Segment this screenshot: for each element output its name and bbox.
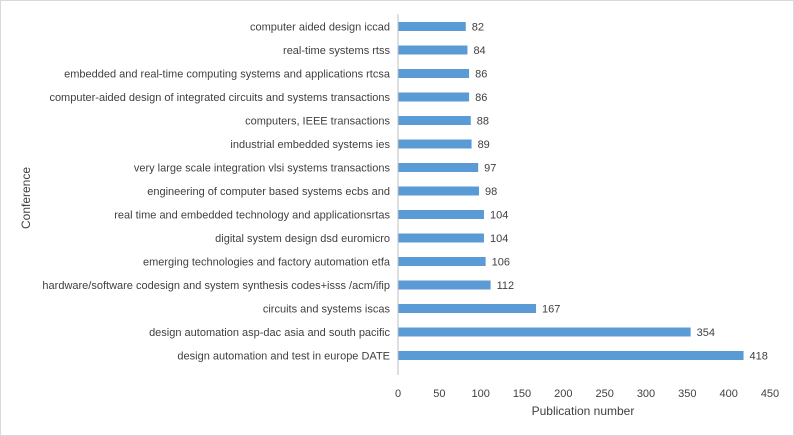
category-label: computer-aided design of integrated circ… — [49, 92, 390, 104]
bar — [398, 280, 491, 290]
category-label: engineering of computer based systems ec… — [147, 186, 390, 198]
data-label: 88 — [477, 116, 489, 128]
bar — [398, 186, 480, 196]
category-label: very large scale integration vlsi system… — [134, 163, 391, 175]
category-label: emerging technologies and factory automa… — [143, 257, 391, 269]
data-label: 104 — [490, 210, 508, 222]
bar — [398, 304, 537, 313]
x-tick-label: 450 — [761, 388, 779, 400]
bar — [398, 233, 484, 243]
category-label: computers, IEEE transactions — [245, 116, 390, 128]
x-tick-label: 0 — [395, 388, 401, 400]
x-axis-ticks: 0 50 100 150 200 250 300 350 400 450 — [395, 388, 779, 400]
category-label: computer aided design iccad — [250, 22, 390, 34]
x-tick-label: 300 — [637, 388, 655, 400]
y-axis-title: Conference — [19, 167, 33, 229]
data-label: 97 — [484, 163, 496, 175]
x-axis-title: Publication number — [532, 404, 635, 418]
category-label: hardware/software codesign and system sy… — [42, 280, 390, 292]
category-labels: computer aided design iccad real-time sys… — [42, 22, 390, 363]
x-tick-label: 350 — [678, 388, 696, 400]
category-label: real time and embedded technology and ap… — [114, 210, 390, 222]
bar — [398, 210, 484, 219]
data-label: 104 — [490, 233, 508, 245]
bar — [398, 116, 471, 125]
category-label: embedded and real-time computing systems… — [64, 69, 391, 81]
category-label: design automation and test in europe DAT… — [177, 351, 390, 363]
bar — [398, 163, 479, 172]
data-label: 112 — [497, 280, 515, 292]
bar — [398, 327, 691, 337]
x-tick-label: 250 — [595, 388, 613, 400]
bar — [398, 69, 470, 78]
data-label: 354 — [697, 327, 715, 339]
data-label: 86 — [475, 69, 487, 81]
category-label: circuits and systems iscas — [263, 304, 391, 316]
bar — [398, 45, 468, 55]
category-label: industrial embedded systems ies — [230, 139, 390, 151]
value-labels: 82 84 86 86 88 89 97 98 104 104 106 112 167 354 418 — [472, 22, 768, 363]
data-label: 167 — [542, 304, 560, 316]
category-label: digital system design dsd euromicro — [215, 233, 390, 245]
category-label: real-time systems rtss — [283, 45, 390, 57]
data-label: 106 — [492, 257, 510, 269]
data-label: 418 — [750, 351, 768, 363]
bar — [398, 351, 744, 360]
data-label: 89 — [478, 139, 490, 151]
data-label: 84 — [473, 45, 485, 57]
bar — [398, 22, 466, 31]
data-label: 86 — [475, 92, 487, 104]
data-label: 82 — [472, 22, 484, 34]
x-tick-label: 100 — [471, 388, 489, 400]
bar — [398, 257, 486, 266]
bar — [398, 92, 470, 102]
category-label: design automation asp-dac asia and south… — [149, 327, 390, 339]
bars-group — [398, 22, 744, 360]
bar — [398, 139, 472, 149]
x-tick-label: 400 — [719, 388, 737, 400]
data-label: 98 — [485, 186, 497, 198]
x-tick-label: 50 — [433, 388, 445, 400]
x-tick-label: 200 — [554, 388, 572, 400]
x-tick-label: 150 — [513, 388, 531, 400]
